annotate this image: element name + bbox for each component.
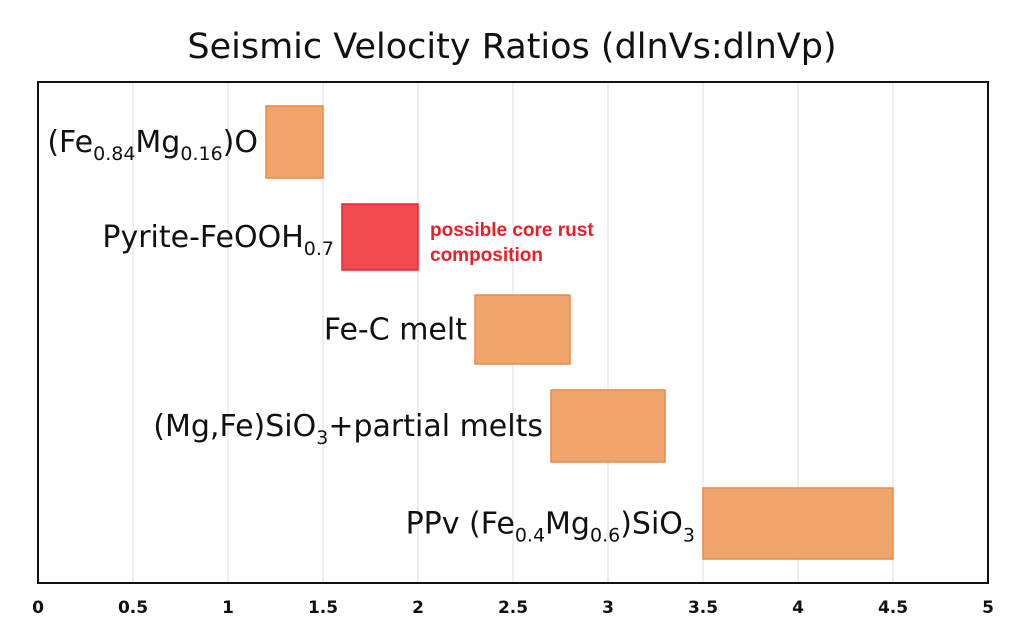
range-bar (474, 294, 571, 365)
category-label: (Mg,Fe)SiO3+partial melts (153, 409, 543, 449)
x-axis-ticks: 0 0.5 1 1.5 2 2.5 3 3.5 4 4.5 5 (32, 598, 994, 618)
range-bars (265, 105, 894, 560)
x-tick-label: 3 (602, 598, 614, 618)
category-label: Pyrite-FeOOH0.7 (102, 220, 334, 260)
category-labels: (Fe0.84Mg0.16)O Pyrite-FeOOH0.7 Fe-C melt (… (47, 125, 695, 547)
x-tick-label: 2.5 (498, 598, 528, 618)
category-label: PPv (Fe0.4Mg0.6)SiO3 (406, 507, 695, 547)
x-tick-label: 4.5 (878, 598, 908, 618)
range-bar (265, 105, 324, 179)
category-label: Fe-C melt (324, 313, 467, 348)
chart-title: Seismic Velocity Ratios (dlnVs:dlnVp) (187, 27, 836, 67)
range-bar (550, 389, 666, 463)
x-tick-label: 0.5 (118, 598, 148, 618)
x-tick-label: 3.5 (688, 598, 718, 618)
x-tick-label: 4 (792, 598, 804, 618)
x-tick-label: 1.5 (308, 598, 338, 618)
range-bar (341, 203, 419, 271)
x-tick-label: 0 (32, 598, 44, 618)
x-tick-label: 1 (222, 598, 234, 618)
range-bar (702, 487, 894, 560)
x-tick-label: 2 (412, 598, 424, 618)
x-tick-label: 5 (982, 598, 994, 618)
category-label: (Fe0.84Mg0.16)O (47, 125, 258, 165)
plot-area (37, 81, 989, 584)
annotation-core-rust: possible core rust composition (430, 220, 594, 266)
